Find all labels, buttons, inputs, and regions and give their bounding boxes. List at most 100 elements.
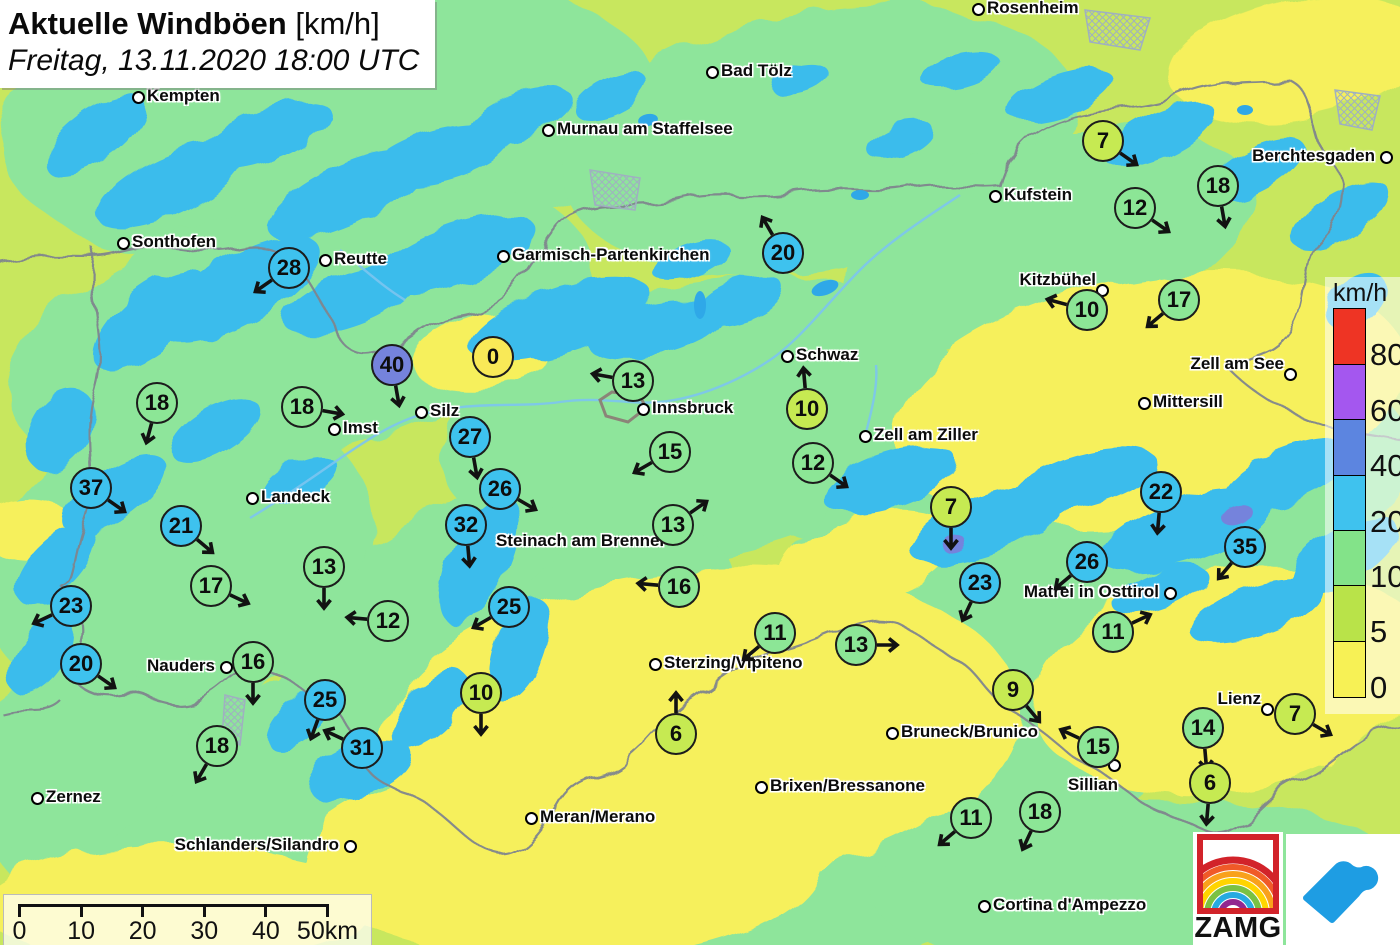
wind-value-bubble[interactable]: 26 xyxy=(1066,541,1108,583)
legend-title: km/h xyxy=(1333,279,1388,307)
wind-value-bubble[interactable]: 10 xyxy=(786,388,828,430)
scale-tick-50km xyxy=(326,904,329,917)
wind-value-bubble[interactable]: 22 xyxy=(1140,471,1182,513)
wind-value-bubble[interactable]: 25 xyxy=(304,679,346,721)
scale-tick-10 xyxy=(79,904,83,917)
wind-value-bubble[interactable]: 17 xyxy=(190,565,232,607)
wind-value-bubble[interactable]: 11 xyxy=(1092,611,1134,653)
scale-tick-20 xyxy=(141,904,145,917)
wind-value-bubble[interactable]: 11 xyxy=(950,797,992,839)
wind-value-bubble[interactable]: 11 xyxy=(754,612,796,654)
title-unit: [km/h] xyxy=(286,6,380,41)
wind-value-bubble[interactable]: 21 xyxy=(160,505,202,547)
wind-value-bubble[interactable]: 13 xyxy=(835,624,877,666)
city-dot xyxy=(1380,151,1393,164)
city-label: Bruneck/Brunico xyxy=(901,722,1038,741)
scale-number-50km: 50km xyxy=(296,917,359,945)
city-label: Zernez xyxy=(46,787,101,806)
zamg-rainbow-icon xyxy=(1197,834,1279,914)
city-label: Zell am Ziller xyxy=(874,425,978,444)
wind-value-bubble[interactable]: 26 xyxy=(479,468,521,510)
wind-value-bubble[interactable]: 7 xyxy=(1082,120,1124,162)
wind-value-bubble[interactable]: 6 xyxy=(1189,762,1231,804)
zamg-wordmark: ZAMG xyxy=(1194,912,1282,944)
legend-label-20: 20 xyxy=(1370,503,1400,539)
wind-value-bubble[interactable]: 28 xyxy=(268,247,310,289)
wind-value-bubble[interactable]: 31 xyxy=(341,727,383,769)
city-label: Sonthofen xyxy=(132,232,217,251)
city-label: Schlanders/Silandro xyxy=(174,835,339,854)
legend-swatches xyxy=(1333,308,1366,698)
wind-value-bubble[interactable]: 23 xyxy=(959,562,1001,604)
scale-number-0: 0 xyxy=(12,917,27,945)
wind-value-bubble[interactable]: 20 xyxy=(762,232,804,274)
wind-value-bubble[interactable]: 18 xyxy=(1197,165,1239,207)
wind-value-bubble[interactable]: 35 xyxy=(1224,526,1266,568)
wind-value-bubble[interactable]: 13 xyxy=(612,360,654,402)
zamg-logo[interactable]: ZAMG xyxy=(1193,832,1283,945)
wind-value-bubble[interactable]: 14 xyxy=(1182,707,1224,749)
city-dot xyxy=(781,350,794,363)
wind-value-bubble[interactable]: 0 xyxy=(472,336,514,378)
wind-value-bubble[interactable]: 40 xyxy=(371,344,413,386)
legend-label-5: 5 xyxy=(1370,614,1388,650)
legend-band-0 xyxy=(1333,640,1366,698)
city-label: Landeck xyxy=(261,487,330,506)
city-dot xyxy=(246,492,259,505)
wind-value-bubble[interactable]: 7 xyxy=(1274,693,1316,735)
map-scale-bar: 0 10 20 30 40 50km xyxy=(3,894,372,945)
partner-logo-box[interactable] xyxy=(1286,834,1400,945)
city-label: Lienz xyxy=(1217,689,1261,708)
wind-value-bubble[interactable]: 12 xyxy=(367,600,409,642)
wind-value-bubble[interactable]: 10 xyxy=(1066,289,1108,331)
wind-value-bubble[interactable]: 17 xyxy=(1158,279,1200,321)
city-dot xyxy=(978,900,991,913)
country-borders xyxy=(0,78,1400,857)
wind-value-bubble[interactable]: 37 xyxy=(70,467,112,509)
wind-value-bubble[interactable]: 27 xyxy=(449,416,491,458)
wind-value-bubble[interactable]: 16 xyxy=(232,641,274,683)
city-dot xyxy=(1284,368,1297,381)
scale-tick-30 xyxy=(202,904,206,917)
wind-value-bubble[interactable]: 15 xyxy=(649,431,691,473)
blue-mountain-icon xyxy=(1303,861,1379,923)
wind-value-bubble[interactable]: 13 xyxy=(303,546,345,588)
wind-value-bubble[interactable]: 12 xyxy=(1114,187,1156,229)
city-dot xyxy=(989,190,1002,203)
wind-value-bubble[interactable]: 12 xyxy=(792,442,834,484)
wind-value-bubble[interactable]: 18 xyxy=(136,382,178,424)
wind-value-bubble[interactable]: 18 xyxy=(1019,791,1061,833)
city-dot xyxy=(755,781,768,794)
wind-value-bubble[interactable]: 15 xyxy=(1077,726,1119,768)
lakes xyxy=(638,105,1253,319)
city-label: Brixen/Bressanone xyxy=(770,776,925,795)
wind-value-bubble[interactable]: 25 xyxy=(488,586,530,628)
rivers xyxy=(249,194,961,520)
city-label: Sillian xyxy=(1067,775,1118,794)
city-label: Mittersill xyxy=(1153,392,1223,411)
city-dot xyxy=(415,406,428,419)
wind-value-bubble[interactable]: 7 xyxy=(930,486,972,528)
wind-value-bubble[interactable]: 16 xyxy=(658,566,700,608)
map-title: Aktuelle Windböen [km/h] xyxy=(8,6,419,42)
wind-speed-legend: km/h 80 60 40 20 10 5 0 xyxy=(1325,277,1400,714)
scale-number-40: 40 xyxy=(251,917,280,945)
city-label: Meran/Merano xyxy=(540,807,656,826)
wind-value-bubble[interactable]: 20 xyxy=(60,643,102,685)
city-dot xyxy=(1138,397,1151,410)
wind-value-bubble[interactable]: 9 xyxy=(992,669,1034,711)
wind-value-bubble[interactable]: 10 xyxy=(460,672,502,714)
wind-value-bubble[interactable]: 18 xyxy=(281,386,323,428)
terrain-highwind-ridges xyxy=(7,51,1399,801)
city-dot xyxy=(31,792,44,805)
wind-value-bubble[interactable]: 32 xyxy=(445,504,487,546)
city-dot xyxy=(497,250,510,263)
city-label: Sterzing/Vipiteno xyxy=(664,653,803,672)
wind-value-bubble[interactable]: 13 xyxy=(652,504,694,546)
wind-value-bubble[interactable]: 6 xyxy=(655,713,697,755)
city-label: Kufstein xyxy=(1004,185,1072,204)
wind-value-bubble[interactable]: 18 xyxy=(196,725,238,767)
wind-value-bubble[interactable]: 23 xyxy=(50,585,92,627)
